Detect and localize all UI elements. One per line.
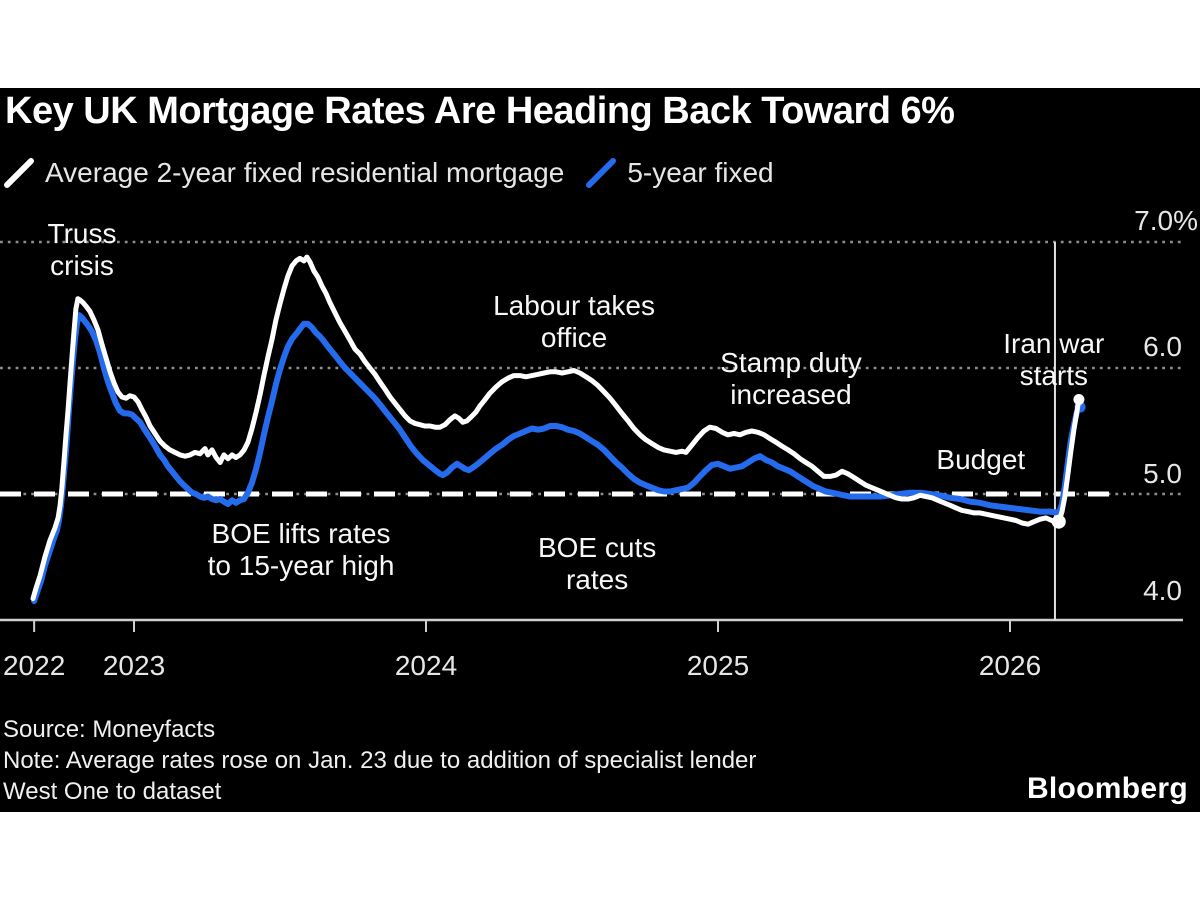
page-title: Key UK Mortgage Rates Are Heading Back T… xyxy=(5,90,955,132)
annotation-labour-takes-office: Labour takes office xyxy=(493,289,655,353)
x-axis-label-2024: 2024 xyxy=(394,650,458,681)
source-line: Source: Moneyfacts xyxy=(3,716,216,743)
annotation-budget: Budget xyxy=(936,443,1026,475)
y-axis-label-6: 6.0 xyxy=(1143,331,1182,362)
y-axis-label-7: 7.0% xyxy=(1134,205,1198,236)
footer: Source: Moneyfacts Note: Average rates r… xyxy=(3,714,756,807)
x-axis-label-2026: 2026 xyxy=(978,650,1042,681)
note-line-2: West One to dataset xyxy=(3,778,222,805)
y-axis-label-5: 5.0 xyxy=(1143,458,1182,489)
annotation-boe-cuts-rates: BOE cuts rates xyxy=(537,531,657,595)
legend-label-5-year: 5-year fixed xyxy=(627,157,774,188)
x-axis-label-2023: 2023 xyxy=(102,650,166,681)
legend-item-5-year: 5-year fixed xyxy=(584,156,774,190)
bloomberg-logo: Bloomberg xyxy=(1026,772,1188,805)
annotation-truss-crisis: Truss crisis xyxy=(47,218,117,282)
note-line-1: Note: Average rates rose on Jan. 23 due … xyxy=(3,747,757,774)
x-axis-label-2025: 2025 xyxy=(686,650,750,681)
annotation-iran-war-starts: Iran war starts xyxy=(1003,327,1105,391)
blue-slash-icon xyxy=(586,158,617,188)
annotation-stamp-duty-increased: Stamp duty increased xyxy=(720,346,862,410)
legend: Average 2-year fixed residential mortgag… xyxy=(2,156,774,190)
x-axis-label-2022: 2022 xyxy=(2,650,66,681)
legend-label-2-year: Average 2-year fixed residential mortgag… xyxy=(45,157,565,188)
white-slash-icon xyxy=(4,158,34,188)
y-axis-label-4: 4.0 xyxy=(1143,575,1182,606)
legend-item-2-year: Average 2-year fixed residential mortgag… xyxy=(2,156,564,190)
annotation-boe-lifts-rates: BOE lifts rates to 15-year high xyxy=(207,517,395,581)
